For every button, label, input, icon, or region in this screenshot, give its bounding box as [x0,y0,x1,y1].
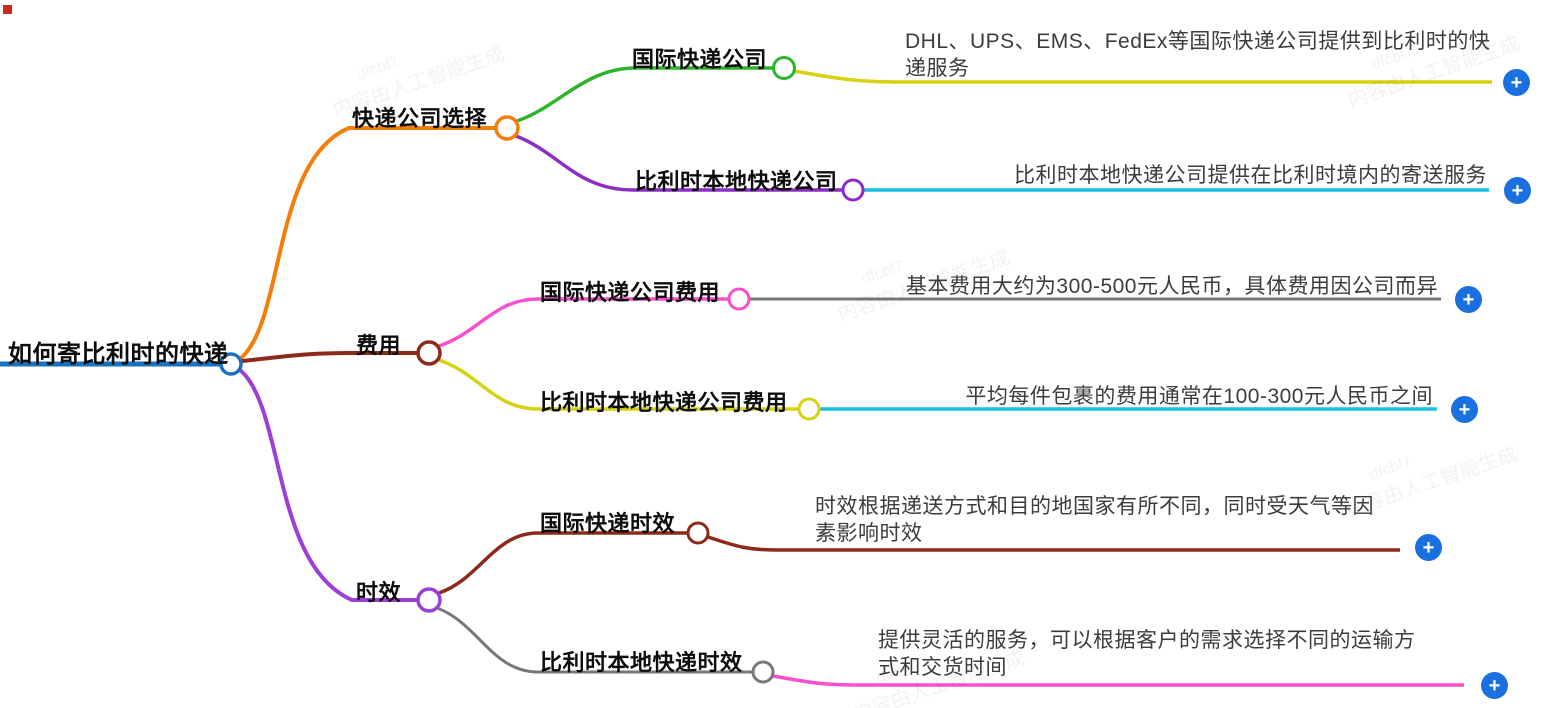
leaf-line-local-time [772,674,1464,687]
leaf-desc-local-company[interactable]: 比利时本地快递公司提供在比利时境内的寄送服务 [1014,164,1487,187]
branch-curve-intl-company [516,66,775,123]
branch-label-time[interactable]: 时效 [356,580,402,605]
node-circle-root[interactable] [219,352,243,376]
add-child-button-local-cost[interactable]: + [1451,396,1478,423]
child-label-intl-cost[interactable]: 国际快递公司费用 [540,280,721,305]
leaf-desc-intl-cost[interactable]: 基本费用大约为300-500元人民币，具体费用因公司而异 [905,275,1438,298]
leaf-line-intl-company [793,69,1492,84]
add-child-button-local-time[interactable]: + [1481,672,1508,699]
branch-label-cost[interactable]: 费用 [356,333,402,358]
child-label-local-time[interactable]: 比利时本地快递时效 [540,650,743,675]
branch-label-company-select[interactable]: 快递公司选择 [352,106,488,131]
leaf-line-intl-time [707,535,1400,552]
leaf-desc-local-time[interactable]: 提供灵活的服务，可以根据客户的需求选择不同的运输方式和交货时间 [878,629,1416,679]
child-label-local-cost[interactable]: 比利时本地快递公司费用 [540,390,788,415]
branch-curve-time [238,368,418,602]
add-child-button-intl-company[interactable]: + [1503,69,1530,96]
child-label-local-company[interactable]: 比利时本地快递公司 [635,169,838,194]
corner-artifact-dot [3,5,12,14]
node-circle-local-cost[interactable] [797,397,821,421]
add-child-button-local-company[interactable]: + [1504,177,1531,204]
leaf-desc-local-cost[interactable]: 平均每件包裹的费用通常在100-300元人民币之间 [965,385,1433,408]
branch-curve-intl-time [438,531,688,595]
branch-curve-local-company [515,134,843,192]
leaf-desc-intl-company[interactable]: DHL、UPS、EMS、FedEx等国际快递公司提供到比利时的快递服务 [905,30,1491,80]
branch-curve-intl-cost [438,297,729,348]
leaf-desc-intl-time[interactable]: 时效根据递送方式和目的地国家有所不同，同时受天气等因素影响时效 [815,495,1374,545]
child-label-intl-time[interactable]: 国际快递时效 [540,511,676,536]
root-node-label[interactable]: 如何寄比利时的快递 [8,341,229,368]
node-circle-intl-company[interactable] [772,56,796,80]
branch-curve-company-select [239,126,495,360]
add-child-button-intl-cost[interactable]: + [1455,286,1482,313]
node-circle-company-select[interactable] [494,115,520,141]
add-child-button-intl-time[interactable]: + [1415,534,1442,561]
node-circle-intl-cost[interactable] [727,287,751,311]
node-circle-local-company[interactable] [841,178,865,202]
branch-curve-local-time [436,606,753,674]
node-circle-time[interactable] [416,587,442,613]
branch-curve-cost [241,351,418,363]
node-circle-cost[interactable] [416,340,442,366]
branch-curve-local-cost [438,358,799,411]
node-circle-intl-time[interactable] [686,521,710,545]
node-circle-local-time[interactable] [751,660,775,684]
child-label-intl-company[interactable]: 国际快递公司 [632,47,768,72]
